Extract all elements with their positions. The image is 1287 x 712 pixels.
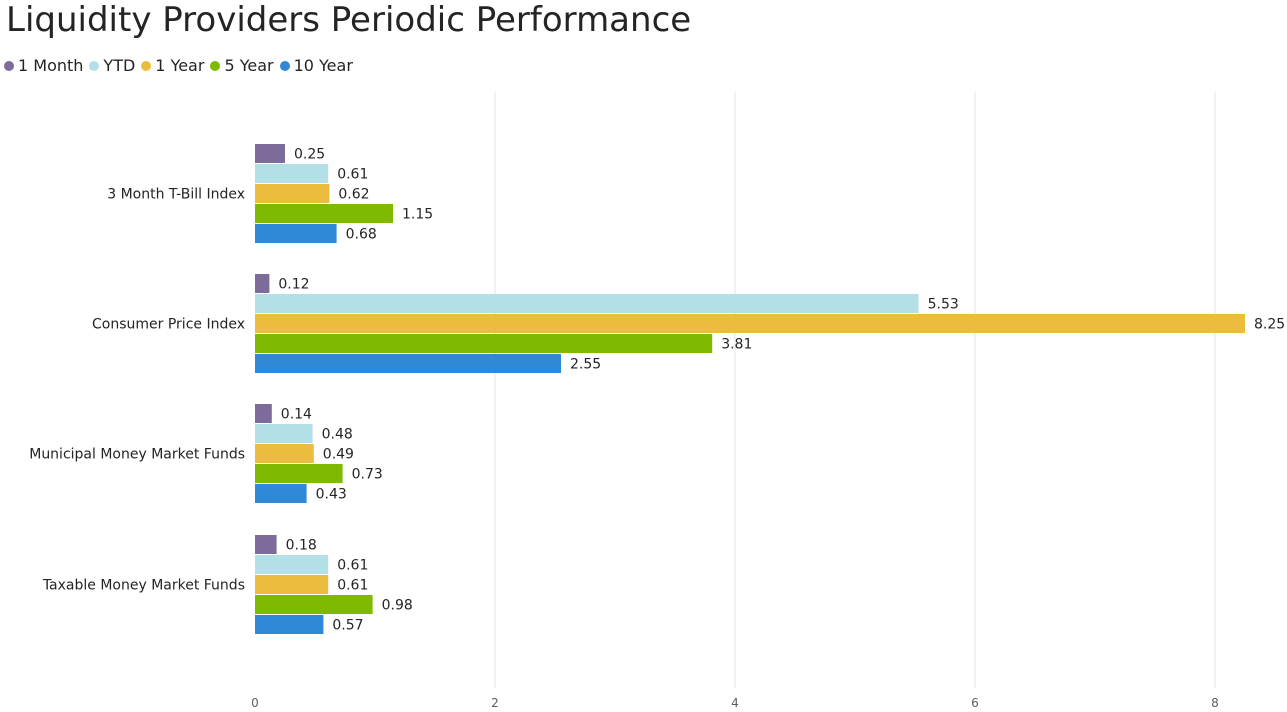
data-label: 0.68 (346, 227, 377, 243)
x-tick-label: 2 (491, 696, 499, 710)
bar-ytd[interactable] (255, 424, 313, 443)
x-tick-label: 0 (251, 696, 259, 710)
x-tick-label: 6 (971, 696, 979, 710)
bar-5-year[interactable] (255, 595, 373, 614)
legend-label: YTD (103, 56, 136, 75)
legend-item-10-year[interactable]: 10 Year (279, 56, 353, 75)
bar-1-year[interactable] (255, 314, 1245, 333)
bar-1-month[interactable] (255, 404, 272, 423)
bar-1-year[interactable] (255, 444, 314, 463)
legend-label: 10 Year (293, 56, 353, 75)
data-label: 0.73 (352, 467, 383, 483)
legend-marker (4, 60, 14, 71)
data-label: 0.12 (278, 277, 309, 293)
legend-item-ytd[interactable]: YTD (89, 56, 135, 75)
bar-1-year[interactable] (255, 575, 329, 594)
bar-5-year[interactable] (255, 464, 343, 483)
data-label: 0.48 (322, 427, 353, 443)
bar-1-year[interactable] (255, 184, 330, 203)
bar-10-year[interactable] (255, 615, 324, 634)
data-label: 0.61 (337, 578, 368, 594)
data-label: 0.61 (337, 558, 368, 574)
category-label: Taxable Money Market Funds (42, 578, 245, 594)
data-label: 2.55 (570, 357, 601, 373)
data-label: 0.43 (316, 487, 347, 503)
bar-10-year[interactable] (255, 224, 337, 243)
bar-ytd[interactable] (255, 555, 329, 574)
data-label: 0.18 (286, 538, 317, 554)
data-label: 3.81 (721, 337, 752, 353)
category-label: Municipal Money Market Funds (29, 447, 245, 463)
x-tick-label: 4 (731, 696, 739, 710)
legend-item-5-year[interactable]: 5 Year (210, 56, 274, 75)
legend-label: 5 Year (224, 56, 274, 75)
data-label: 0.14 (281, 407, 312, 423)
legend-item-1-year[interactable]: 1 Year (141, 56, 204, 75)
data-label: 8.25 (1254, 317, 1285, 333)
data-label: 0.25 (294, 147, 325, 163)
data-label: 0.57 (332, 618, 363, 634)
bar-1-month[interactable] (255, 535, 277, 554)
data-label: 0.61 (337, 167, 368, 183)
category-label: 3 Month T-Bill Index (107, 187, 245, 203)
legend-label: 1 Year (155, 56, 205, 75)
data-label: 0.62 (338, 187, 369, 203)
bar-10-year[interactable] (255, 484, 307, 503)
legend-label: 1 Month (18, 56, 84, 75)
bar-1-month[interactable] (255, 274, 270, 293)
legend-marker (210, 60, 221, 71)
legend-item-1-month[interactable]: 1 Month (4, 56, 83, 75)
bar-1-month[interactable] (255, 144, 285, 163)
data-label: 5.53 (928, 297, 959, 313)
bar-5-year[interactable] (255, 334, 713, 353)
bar-5-year[interactable] (255, 204, 393, 223)
legend-marker (89, 60, 100, 71)
data-label: 0.98 (382, 598, 413, 614)
bar-10-year[interactable] (255, 354, 561, 373)
legend-marker (141, 60, 152, 71)
chart-title: Liquidity Providers Periodic Performance (6, 0, 692, 40)
bar-ytd[interactable] (255, 164, 329, 183)
x-tick-label: 8 (1211, 696, 1219, 710)
data-label: 0.49 (323, 447, 354, 463)
data-label: 1.15 (402, 207, 433, 223)
category-label: Consumer Price Index (92, 317, 245, 333)
chart-legend: 1 Month YTD 1 Year 5 Year 10 Year (4, 56, 359, 75)
legend-marker (279, 60, 290, 71)
bar-ytd[interactable] (255, 294, 919, 313)
